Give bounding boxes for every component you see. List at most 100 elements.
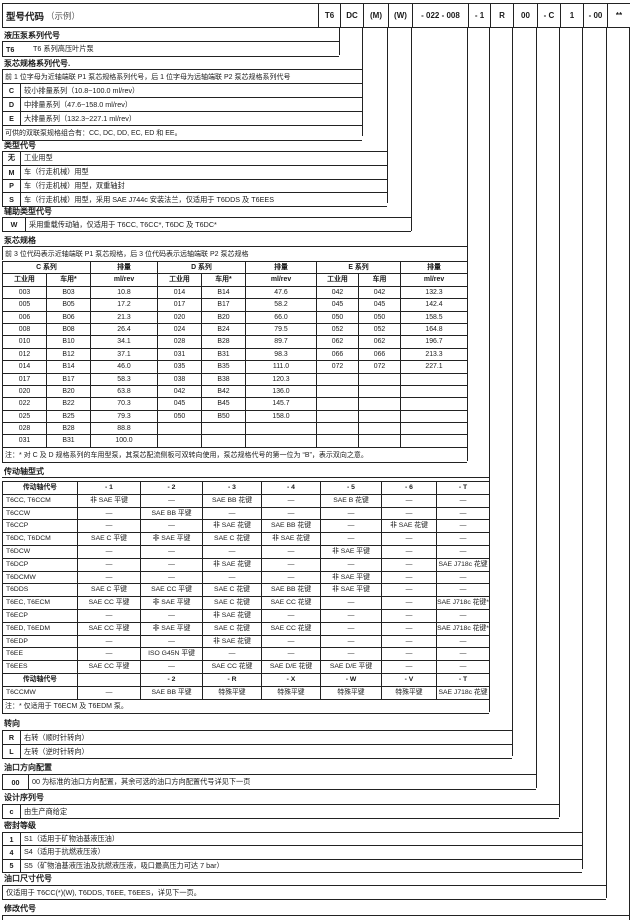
- section-subtitle: 前 1 位字母为近轴端联 P1 泵芯规格系列代号，后 1 位字母为远轴端联 P2…: [2, 70, 362, 84]
- table-cell: 006: [3, 311, 47, 324]
- table-cell: T6ECP: [3, 609, 78, 623]
- table-cell: [401, 398, 467, 411]
- table-cell: —: [382, 597, 437, 610]
- table-cell: ml/rev: [246, 274, 317, 287]
- table-cell: 46.0: [91, 361, 158, 374]
- table-cell: 038: [158, 373, 202, 386]
- connector-cartridge-size: [467, 28, 468, 461]
- section-pump-series: 液压泵系列代号 T6 T6 系列高压叶片泵: [2, 30, 339, 57]
- table-row: c 由生产商给定: [3, 805, 559, 819]
- code-value: W: [3, 218, 26, 231]
- table-cell: T6EC, T6ECM: [3, 597, 78, 610]
- table-cell: [359, 385, 401, 399]
- table-cell: - X: [262, 673, 321, 687]
- table-cell: 非 SAE 花键: [203, 635, 262, 649]
- table-cell: SAE D/E 花键: [262, 661, 321, 674]
- section-title: 类型代号: [2, 140, 387, 152]
- code-desc: S4（适用于抗燃液压液）: [24, 847, 105, 857]
- table-cell: T6EE: [3, 648, 78, 662]
- code-desc: 大排量系列（132.3~227.1 ml/rev）: [24, 113, 137, 123]
- table-cell: T6DCP: [3, 558, 78, 572]
- table-cell: —: [382, 571, 437, 585]
- table-cell: E 系列: [317, 262, 401, 275]
- table-row: M 车（行走机械）用型: [3, 165, 387, 180]
- table-cell: —: [78, 520, 141, 534]
- connector-type: [387, 28, 388, 203]
- table-cell: —: [262, 648, 321, 662]
- table-cell: 066: [359, 348, 401, 362]
- table-cell: 042: [359, 286, 401, 300]
- table-row: 1 S1（适用于矿物油基液压油）: [3, 833, 582, 847]
- table-cell: [359, 398, 401, 411]
- table-cell: —: [262, 507, 321, 521]
- table-cell: 非 SAE 平键: [141, 533, 203, 546]
- section-cartridge-size: 泵芯规格 前 3 位代码表示近轴端联 P1 泵芯规格，后 3 位代码表示远轴端联…: [2, 235, 467, 260]
- table-cell: —: [382, 558, 437, 572]
- table-cell: SAE J718c 花键*: [437, 623, 489, 636]
- table-cell: —: [78, 558, 141, 572]
- connector-aux-type: [411, 28, 412, 231]
- table-cell: —: [437, 546, 489, 559]
- table-cell: 017: [158, 299, 202, 312]
- table-cell: 工业用: [3, 274, 47, 287]
- section-cartridge-series: 泵芯规格系列代号. 前 1 位字母为近轴端联 P1 泵芯规格系列代号，后 1 位…: [2, 58, 362, 141]
- table-body-2: T6CCMW — SAE BB 平键 特殊平键 特殊平键 特殊平键 特殊平键 SAE J718…: [3, 686, 489, 700]
- table-cell: B38: [202, 373, 246, 386]
- code-desc: S5（矿物油基液压油及抗燃液压液，吸口最高压力可达 7 bar）: [24, 860, 224, 870]
- table-cell: —: [437, 661, 489, 674]
- connector-modification: [629, 28, 630, 920]
- table-cell: 70.3: [91, 398, 158, 411]
- cartridge-size-table: C 系列 排量 D 系列 排量 E 系列 排量 工业用 车用* ml/rev 工业用 车用* ml/…: [2, 261, 467, 463]
- page-title-text: 型号代码: [6, 11, 45, 23]
- section-title: 液压泵系列代号: [2, 30, 339, 42]
- table-cell: —: [382, 507, 437, 521]
- code-cell-type: (M): [364, 4, 389, 27]
- section-title: 油口尺寸代号: [2, 872, 606, 886]
- connector-series: [339, 28, 340, 55]
- code-value: 00: [3, 775, 29, 789]
- table-cell: 79.5: [246, 323, 317, 337]
- table-cell: 工业用: [317, 274, 359, 287]
- table-cell: [246, 423, 317, 436]
- table-cell: B08: [47, 323, 91, 337]
- table-cell: 非 SAE 花键: [203, 609, 262, 623]
- table-cell: —: [321, 558, 382, 572]
- connector-seal: [582, 28, 583, 869]
- table-cell: B14: [47, 361, 91, 374]
- table-cell: 008: [3, 323, 47, 337]
- table-cell: 89.7: [246, 336, 317, 349]
- table-cell: SAE CC 平键: [78, 661, 141, 674]
- code-desc: 仅适用于 T6CC(*)(W), T6DDS, T6EE, T6EES，详见下一…: [6, 887, 201, 897]
- table-cell: 17.2: [91, 299, 158, 312]
- table-cell: - 1: [78, 482, 141, 495]
- table-cell: SAE C 花键: [203, 533, 262, 546]
- table-cell: —: [203, 545, 262, 559]
- table-cell: 050: [359, 311, 401, 324]
- code-cell-cartridge-size: - 022 - 008: [413, 4, 469, 27]
- table-cell: 26.4: [91, 323, 158, 337]
- table-cell: 特殊平键: [321, 686, 382, 700]
- table-cell: 145.7: [246, 398, 317, 411]
- table-cell: SAE CC 平键: [78, 622, 141, 636]
- table-cell: 031: [158, 348, 202, 362]
- table-header: 工业用 车用* ml/rev 工业用 车用* ml/rev 工业用 车用 ml/rev: [3, 274, 467, 287]
- code-value: S: [3, 193, 21, 206]
- table-cell: T6CCP: [3, 520, 78, 534]
- table-cell: 47.6: [246, 286, 317, 300]
- table-cell: 035: [158, 361, 202, 374]
- table-cell: 非 SAE 花键: [203, 558, 262, 572]
- table-row: 5 S5（矿物油基液压油及抗燃液压液，吸口最高压力可达 7 bar）: [3, 859, 582, 873]
- table-cell: 非 SAE 花键: [203, 520, 262, 534]
- table-cell: B17: [47, 373, 91, 386]
- table-cell: —: [437, 520, 489, 534]
- code-cell-aux-type: (W): [389, 4, 413, 27]
- table-cell: - T: [437, 674, 489, 687]
- table-cell: 63.8: [91, 385, 158, 399]
- table-cell: 非 SAE 平键: [321, 571, 382, 585]
- section-title: 转向: [2, 717, 512, 731]
- table-cell: 050: [158, 410, 202, 424]
- table-cell: 050: [317, 311, 359, 324]
- table-cell: [78, 673, 141, 687]
- table-cell: [401, 386, 467, 399]
- table-cell: [359, 423, 401, 436]
